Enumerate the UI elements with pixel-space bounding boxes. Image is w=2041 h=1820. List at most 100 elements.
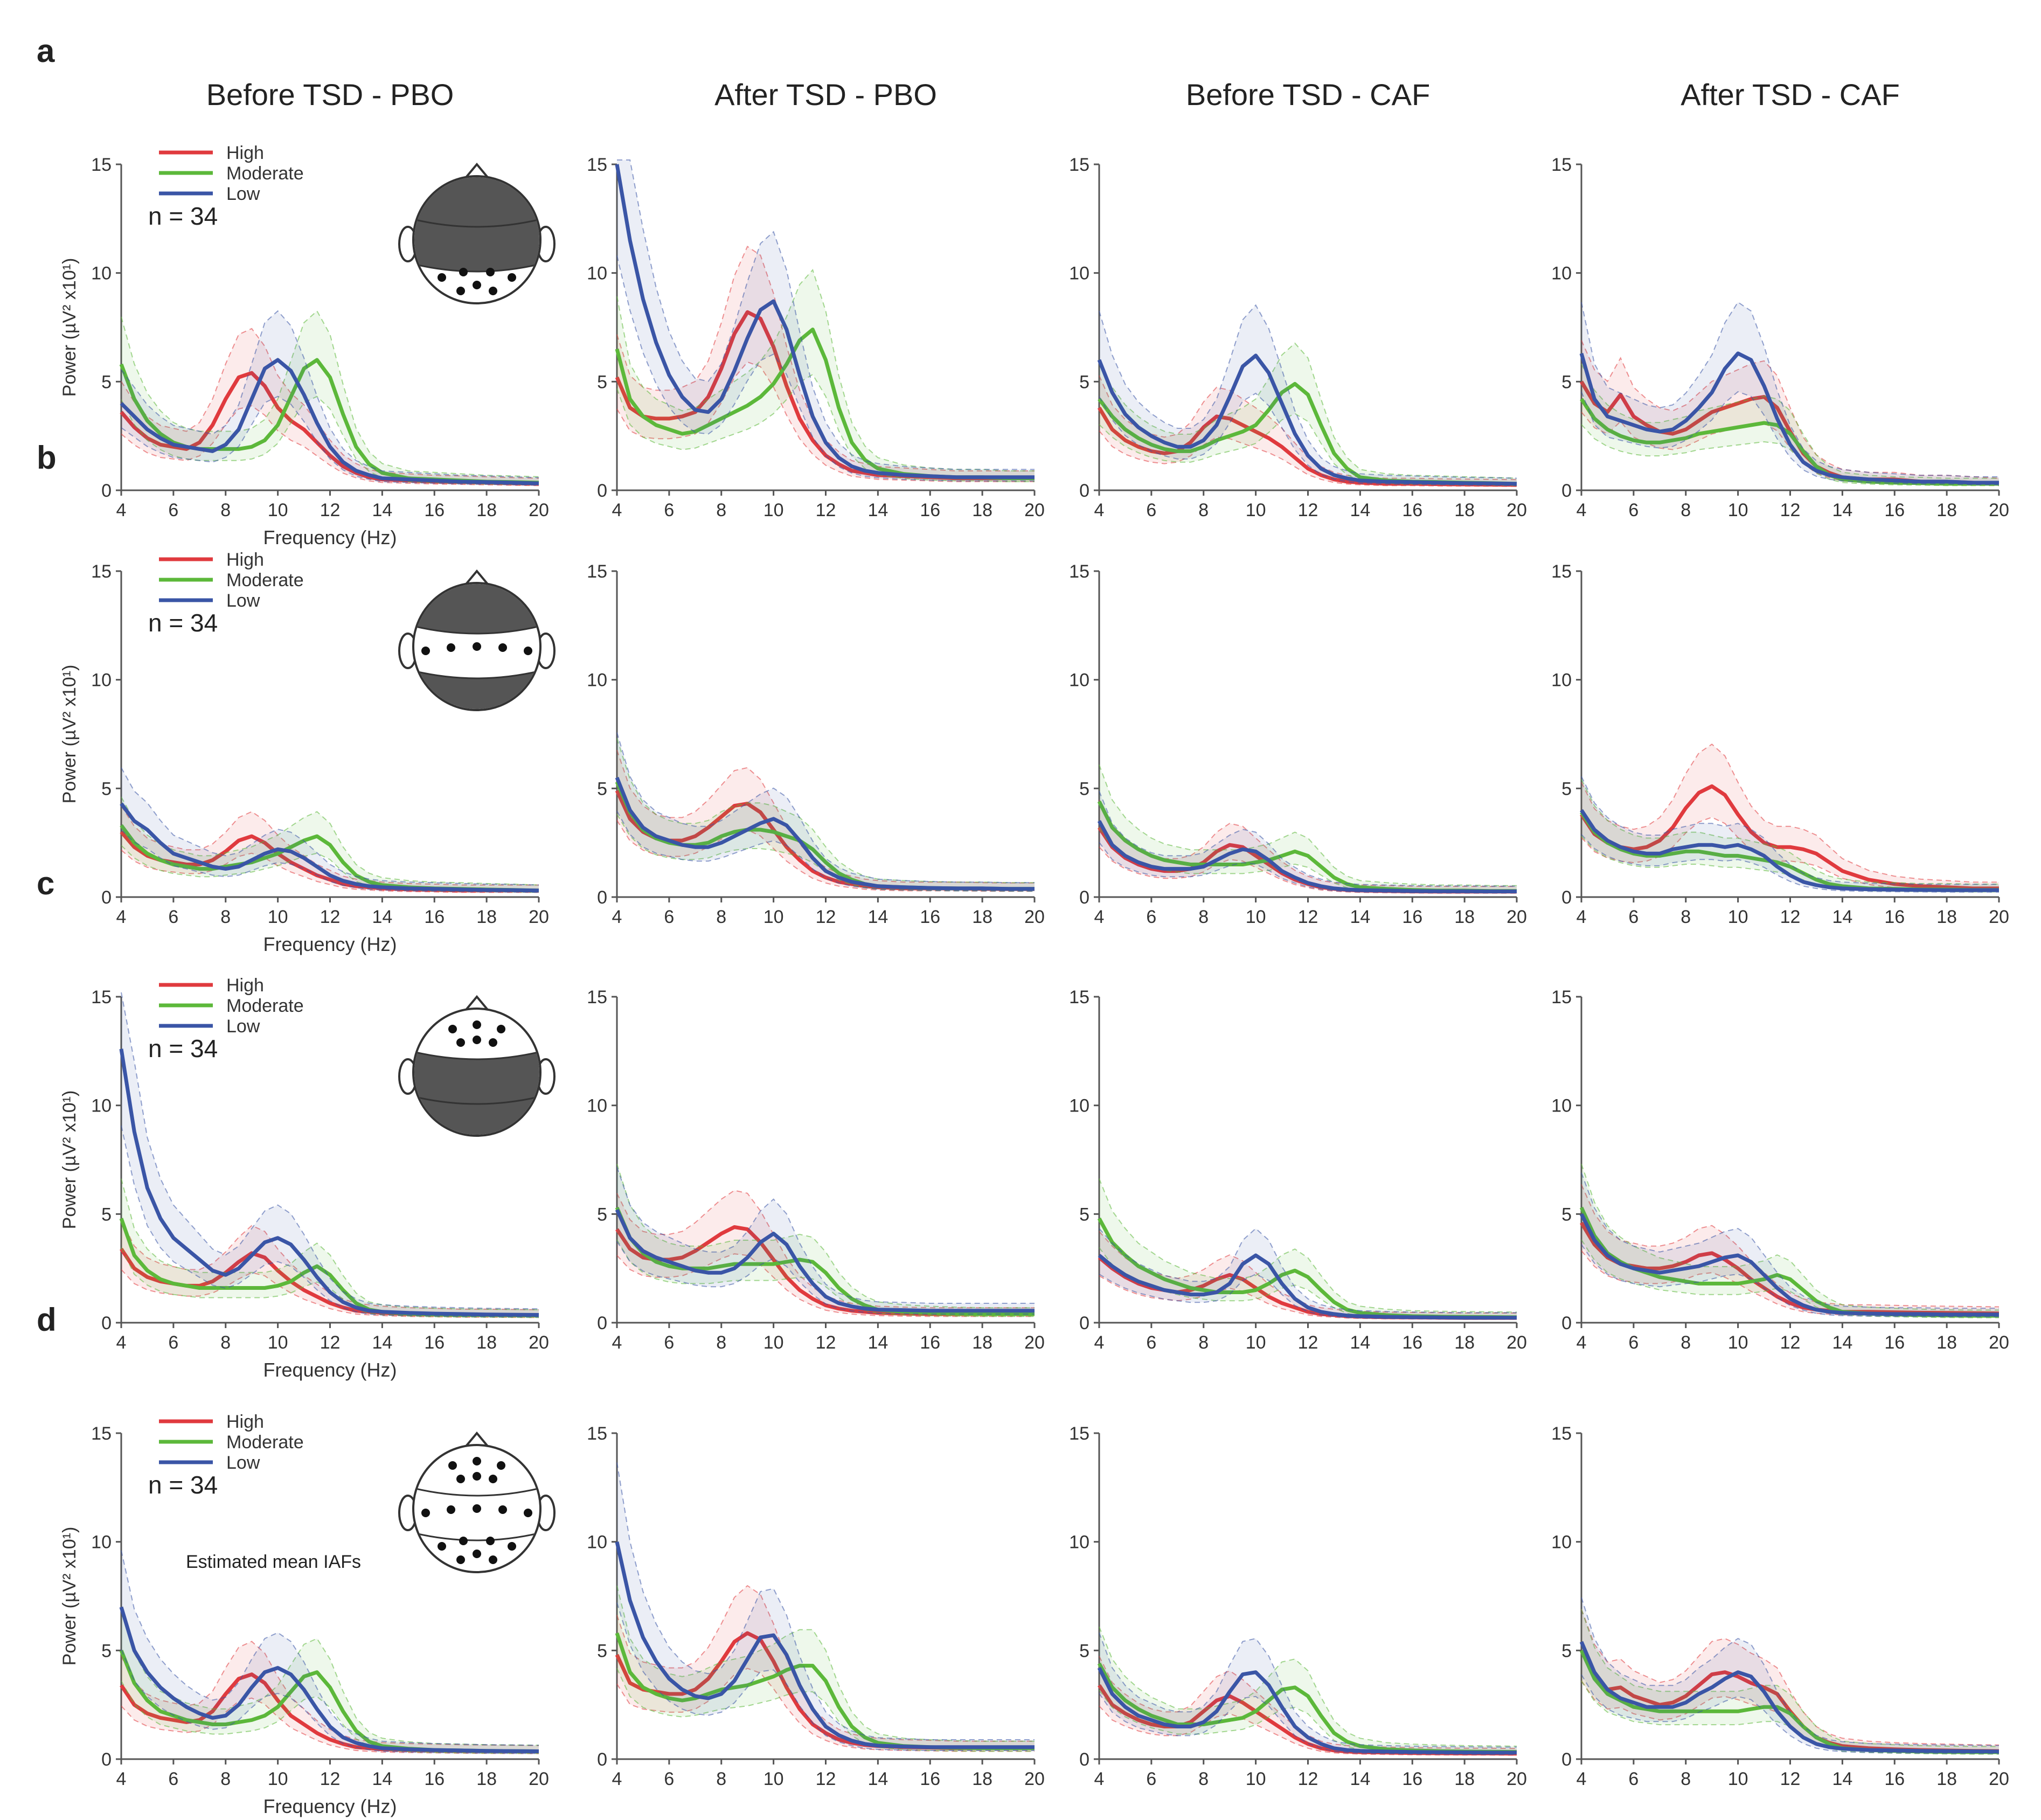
ci-upper-low [1581, 1597, 2000, 1746]
ci-upper-moderate [1581, 363, 1999, 479]
y-tick-label: 5 [1561, 779, 1572, 799]
electrode-dot [459, 1537, 468, 1545]
ci-lower-low [1099, 1693, 1517, 1755]
ci-lower-moderate [1581, 1680, 1999, 1755]
x-tick-label: 16 [1884, 500, 1905, 520]
x-axis-label: Frequency (Hz) [263, 933, 397, 955]
ci-upper-low [1099, 791, 1517, 887]
x-tick-label: 6 [664, 1769, 674, 1789]
ci-upper-moderate [1581, 779, 1999, 885]
legend-label: Low [226, 184, 260, 204]
scalp-map-icon [398, 1431, 556, 1573]
x-tick-label: 18 [476, 500, 497, 520]
y-axis-label: Power (µV² x10¹) [59, 258, 80, 397]
series-line-low [1579, 1641, 2000, 1754]
x-tick-label: 20 [529, 1332, 549, 1353]
ci-upper-high [1581, 1609, 2000, 1746]
electrode-dot [473, 642, 481, 651]
x-tick-label: 8 [1198, 500, 1209, 520]
ci-upper-low [1099, 1227, 1517, 1314]
x-tick-label: 18 [1936, 1332, 1957, 1353]
legend-label: Low [226, 1016, 260, 1037]
x-tick-label: 16 [1402, 500, 1422, 520]
y-tick-label: 5 [101, 779, 112, 799]
x-tick-label: 16 [920, 1332, 940, 1353]
electrode-dot [489, 1555, 497, 1564]
x-tick-label: 12 [816, 1332, 836, 1353]
electrode-dot [473, 1472, 481, 1481]
x-tick-label: 18 [476, 907, 497, 927]
x-tick-label: 14 [372, 907, 392, 927]
x-tick-label: 18 [972, 500, 992, 520]
ci-band-high [617, 1586, 1035, 1752]
series-line-low [615, 1541, 1035, 1749]
panel-letter: b [37, 440, 57, 476]
x-tick-label: 18 [1936, 1769, 1957, 1789]
ci-upper-low [121, 310, 539, 478]
x-tick-label: 6 [1146, 500, 1156, 520]
ci-upper-high [616, 246, 1035, 471]
legend-label: Low [226, 591, 260, 611]
ci-lower-low [121, 1125, 539, 1318]
electrode-dot [473, 1036, 481, 1044]
ci-band-high [1581, 744, 1999, 891]
x-tick-label: 8 [716, 907, 726, 927]
electrode-dot [508, 273, 516, 282]
series-line-low [1097, 1667, 1517, 1755]
y-tick-label: 10 [91, 1532, 112, 1553]
y-tick-label: 15 [1551, 1423, 1572, 1444]
x-tick-label: 4 [612, 1332, 622, 1353]
x-tick-label: 14 [867, 1769, 888, 1789]
x-tick-label: 6 [664, 907, 674, 927]
y-tick-label: 5 [101, 1204, 112, 1225]
y-tick-label: 5 [101, 1641, 112, 1661]
y-tick-label: 10 [1551, 1532, 1572, 1553]
ci-band-moderate [1581, 1609, 1999, 1754]
subplot: 4 6 8 10 12 14 16 18 20 0 5 10 15 [1551, 1423, 2009, 1789]
y-tick-label: 15 [1551, 987, 1572, 1008]
x-tick-label: 8 [716, 1332, 726, 1353]
x-tick-label: 10 [268, 907, 288, 927]
electrode-dot [497, 1461, 505, 1470]
ci-band-low [1581, 302, 1999, 485]
region-boundary [414, 1051, 539, 1060]
ci-band-moderate [1581, 364, 1999, 486]
ci-lower-moderate [121, 845, 539, 893]
x-tick-label: 20 [529, 907, 549, 927]
ci-lower-high [1099, 1705, 1517, 1756]
x-axis-label: Frequency (Hz) [263, 1359, 397, 1381]
ci-lower-low [1581, 834, 1999, 893]
ci-upper-low [616, 1166, 1035, 1304]
x-tick-label: 14 [1350, 1332, 1370, 1353]
subplot: 4 6 8 10 12 14 16 18 20 0 5 10 15 [1551, 155, 2009, 520]
subplot: 4 6 8 10 12 14 16 18 20 0 5 10 15 Power (µV² x10¹) Fre… [59, 1412, 556, 1817]
electrode-dot [448, 1025, 457, 1033]
ci-band-low [121, 1550, 539, 1754]
ci-band-moderate [1099, 765, 1517, 893]
legend-label: High [226, 550, 264, 570]
ci-upper-low [121, 1550, 539, 1746]
x-tick-label: 10 [268, 1332, 288, 1353]
x-tick-label: 14 [1350, 1769, 1370, 1789]
electrode-dot [486, 1537, 495, 1545]
ci-upper-moderate [1581, 1609, 1999, 1747]
x-tick-label: 4 [116, 500, 127, 520]
x-tick-label: 12 [1780, 1332, 1801, 1353]
head-nose [465, 995, 489, 1011]
ci-band-moderate [1581, 1164, 1999, 1318]
electrode-dot [498, 643, 507, 652]
region-shading [414, 584, 539, 634]
ci-lower-low [616, 1602, 1035, 1751]
x-tick-label: 18 [1454, 1769, 1475, 1789]
ci-lower-moderate [1581, 836, 1999, 893]
x-tick-label: 10 [1728, 1332, 1748, 1353]
ci-band-high [121, 1219, 539, 1318]
ci-upper-low [1099, 1632, 1517, 1748]
y-tick-label: 0 [597, 1313, 607, 1333]
ci-band-low [121, 767, 539, 893]
electrode-dot [456, 287, 465, 295]
ci-upper-high [616, 1190, 1035, 1309]
x-tick-label: 18 [476, 1332, 497, 1353]
y-tick-label: 15 [1069, 561, 1089, 582]
column-title: After TSD - CAF [1681, 78, 1900, 112]
